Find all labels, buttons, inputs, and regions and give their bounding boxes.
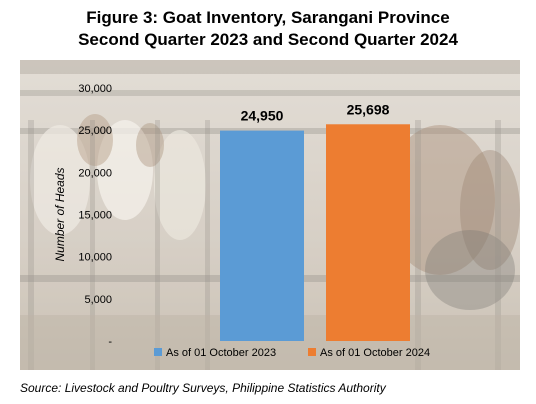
bar-value-label: 24,950 [241, 108, 284, 124]
y-tick-label: 30,000 [78, 83, 112, 95]
bar-2 [326, 124, 410, 341]
legend-swatch-2 [308, 348, 316, 356]
legend-label-2: As of 01 October 2024 [320, 347, 430, 359]
bar-value-label: 25,698 [347, 101, 390, 117]
source-note: Source: Livestock and Poultry Surveys, P… [20, 381, 386, 395]
y-tick-label: 15,000 [78, 210, 112, 222]
y-tick-label: - [108, 336, 112, 348]
bar-1 [220, 130, 304, 341]
y-axis-title: Number of Heads [53, 167, 67, 261]
bar-chart: - 5,000 10,000 15,000 20,000 25,000 30,000 Numb… [53, 83, 430, 359]
legend-label-1: As of 01 October 2023 [166, 347, 276, 359]
chart-title-line2: Second Quarter 2023 and Second Quarter 2… [78, 30, 458, 49]
y-tick-label: 20,000 [78, 167, 112, 179]
y-tick-label: 5,000 [84, 294, 112, 306]
y-tick-label: 10,000 [78, 252, 112, 264]
legend-swatch-1 [154, 348, 162, 356]
chart-title-line1: Figure 3: Goat Inventory, Sarangani Prov… [86, 8, 450, 27]
y-tick-label: 25,000 [78, 125, 112, 137]
